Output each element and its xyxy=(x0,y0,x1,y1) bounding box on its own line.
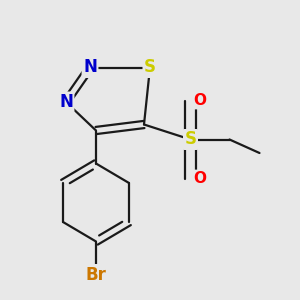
Text: O: O xyxy=(193,171,206,186)
Text: O: O xyxy=(193,93,206,108)
Text: N: N xyxy=(83,58,97,76)
Text: S: S xyxy=(184,130,196,148)
Text: S: S xyxy=(144,58,156,76)
Text: Br: Br xyxy=(85,266,106,284)
Text: N: N xyxy=(59,93,73,111)
